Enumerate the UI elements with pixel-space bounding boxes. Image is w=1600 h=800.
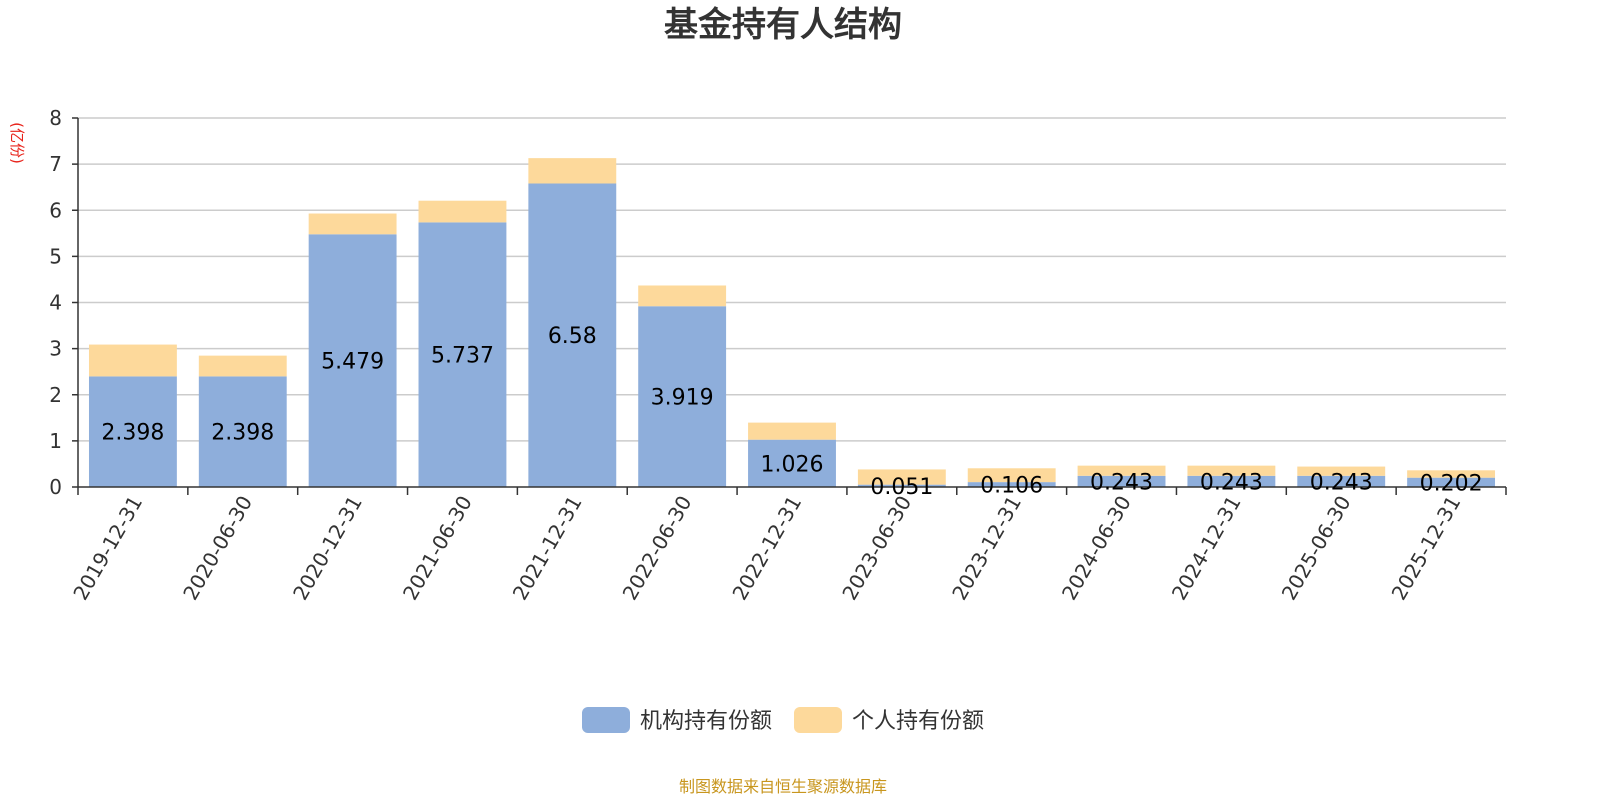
data-label-institutional: 0.243 (1090, 470, 1153, 495)
x-tick-label: 2023-06-30 (837, 492, 916, 605)
legend-swatch (582, 707, 630, 733)
bar-institutional[interactable] (308, 234, 397, 487)
data-label-institutional: 0.243 (1310, 470, 1373, 495)
bar-institutional[interactable] (1407, 477, 1496, 487)
data-label-institutional: 3.919 (651, 386, 714, 411)
x-tick-label: 2025-12-31 (1387, 492, 1466, 605)
data-label-institutional: 1.026 (761, 452, 824, 477)
bar-individual[interactable] (857, 469, 946, 485)
x-tick-label: 2019-12-31 (68, 492, 147, 605)
bar-individual[interactable] (418, 200, 507, 223)
bar-individual[interactable] (1297, 466, 1386, 476)
x-tick-label: 2020-12-31 (288, 492, 367, 605)
bar-institutional[interactable] (1077, 475, 1166, 487)
bar-institutional[interactable] (638, 306, 727, 487)
data-labels: 2.398 2.398 5.479 5.737 6.58 3.919 1.026 0.051 0… (101, 324, 1482, 500)
bar-individual[interactable] (1187, 465, 1276, 476)
legend-item-individual[interactable]: 个人持有份额 (794, 707, 984, 734)
bar-individual[interactable] (1407, 470, 1496, 478)
bar-institutional[interactable] (748, 439, 836, 487)
bar-individual[interactable] (88, 344, 177, 377)
y-tick-label: 8 (49, 106, 62, 130)
grid-lines (78, 117, 1506, 442)
data-label-institutional: 6.58 (548, 324, 597, 349)
data-label-institutional: 5.737 (431, 344, 494, 369)
y-tick-label: 5 (49, 244, 62, 268)
bar-individual[interactable] (198, 355, 287, 377)
y-tick-label: 6 (49, 198, 62, 222)
bar-individual[interactable] (967, 468, 1056, 483)
bar-institutional[interactable] (418, 222, 507, 488)
bar-institutional[interactable] (1297, 475, 1386, 487)
data-label-institutional: 2.398 (101, 421, 164, 446)
bar-individual[interactable] (748, 422, 836, 440)
legend-label: 机构持有份额 (640, 709, 772, 734)
bar-institutional[interactable] (198, 376, 287, 487)
data-label-institutional: 5.479 (321, 350, 384, 375)
legend[interactable]: 机构持有份额 个人持有份额 (582, 707, 984, 734)
x-tick-label: 2024-06-30 (1057, 492, 1136, 605)
x-tick-label: 2022-06-30 (618, 492, 697, 605)
x-tick-label: 2021-06-30 (398, 492, 477, 605)
x-tick-label: 2022-12-31 (727, 492, 806, 605)
bar-individual[interactable] (308, 213, 397, 235)
chart-title: 基金持有人结构 (664, 5, 902, 45)
bar-individual[interactable] (528, 158, 617, 184)
bar-institutional[interactable] (857, 484, 946, 487)
legend-swatch (794, 707, 842, 733)
y-tick-label: 1 (49, 429, 62, 453)
bar-institutional[interactable] (528, 183, 617, 487)
x-tick-label: 2024-12-31 (1167, 492, 1246, 605)
data-label-institutional: 0.202 (1420, 471, 1483, 496)
bars (88, 158, 1496, 488)
y-tick-label: 3 (49, 337, 62, 361)
bar-institutional[interactable] (967, 482, 1056, 487)
data-label-institutional: 0.051 (870, 475, 933, 500)
y-axis-unit-label: (亿份) (8, 122, 26, 164)
y-tick-label: 0 (49, 475, 62, 499)
bar-institutional[interactable] (1187, 475, 1276, 487)
x-tick-label: 2023-12-31 (947, 492, 1026, 605)
x-tick-label: 2021-12-31 (508, 492, 587, 605)
data-label-institutional: 0.106 (980, 474, 1043, 499)
y-tick-label: 7 (49, 152, 62, 176)
y-tick-label: 4 (49, 291, 62, 315)
bar-institutional[interactable] (88, 376, 177, 487)
data-label-institutional: 0.243 (1200, 470, 1263, 495)
data-label-institutional: 2.398 (211, 421, 274, 446)
data-source-note: 制图数据来自恒生聚源数据库 (679, 777, 887, 796)
bar-individual[interactable] (1077, 465, 1166, 476)
bar-individual[interactable] (638, 285, 727, 307)
legend-item-institutional[interactable]: 机构持有份额 (582, 707, 772, 734)
y-tick-label: 2 (49, 383, 62, 407)
x-tick-label: 2025-06-30 (1277, 492, 1356, 605)
x-tick-label: 2020-06-30 (178, 492, 257, 605)
legend-label: 个人持有份额 (852, 709, 984, 734)
